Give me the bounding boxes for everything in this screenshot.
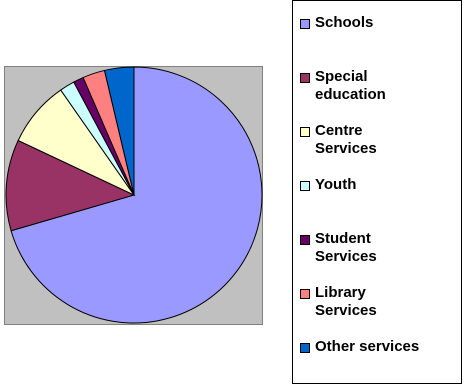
legend: Schools Special education Centre Services You… [292, 0, 462, 384]
legend-label: Student Services [315, 230, 464, 266]
legend-label: Schools [315, 14, 464, 32]
pie-chart [5, 66, 263, 324]
legend-swatch [300, 19, 310, 29]
legend-swatch [300, 343, 310, 353]
pie-slice-special-education [5, 139, 136, 232]
legend-label-line: Youth [315, 176, 357, 193]
legend-label-line: Services [315, 248, 377, 265]
legend-label: Library Services [315, 284, 464, 320]
legend-swatch [300, 73, 310, 83]
pie-slice-other-services [103, 66, 135, 196]
legend-label-line: Student [315, 230, 371, 247]
legend-label-line: Schools [315, 14, 374, 31]
legend-swatch [300, 181, 310, 191]
legend-swatch [300, 289, 310, 299]
legend-label: Youth [315, 176, 464, 194]
legend-label-line: education [315, 86, 386, 103]
legend-label: Other services [315, 338, 464, 356]
legend-label-line: Library [315, 284, 366, 301]
legend-label-line: Centre [315, 122, 363, 139]
legend-label: Centre Services [315, 122, 464, 158]
legend-label-line: Other services [315, 338, 420, 355]
legend-label-line: Services [315, 140, 377, 157]
legend-swatch [300, 235, 310, 245]
legend-swatch [300, 127, 310, 137]
pie-slice-schools [10, 66, 263, 324]
legend-label-line: Special [315, 68, 368, 85]
legend-label: Special education [315, 68, 464, 104]
legend-label-line: Services [315, 302, 377, 319]
